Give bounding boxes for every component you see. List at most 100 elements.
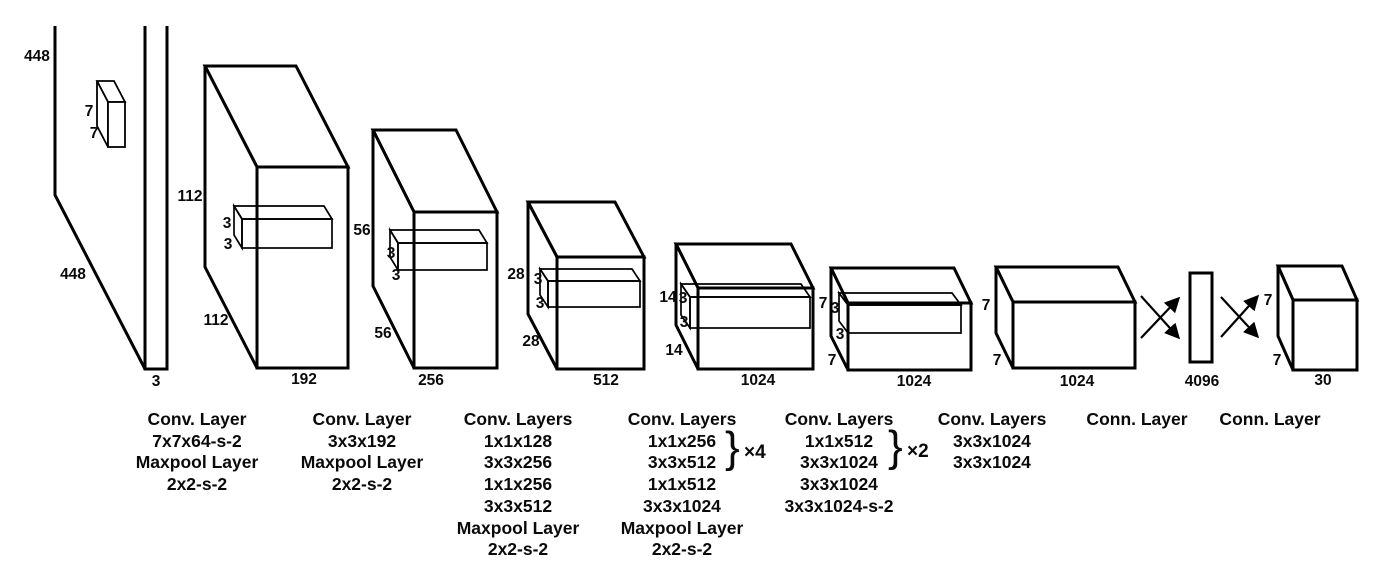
input-kernel-front-face xyxy=(107,101,126,148)
caption-line: 3x3x1024 xyxy=(800,474,878,495)
block3-height-label: 28 xyxy=(507,266,525,283)
caption-line: Maxpool Layer xyxy=(456,517,580,538)
output-tensor: 7 7 30 xyxy=(1264,264,1360,389)
block4-top-face xyxy=(673,242,816,290)
input-depth-label: 3 xyxy=(152,373,161,390)
block1-kernel-w-label: 3 xyxy=(224,236,233,253)
fc-vector-label: 4096 xyxy=(1185,373,1220,390)
block5-front-face xyxy=(846,301,973,372)
block2-height-label: 56 xyxy=(353,222,371,239)
caption-line: 3x3x256 xyxy=(483,452,553,473)
caption-line: 2x2-s-2 xyxy=(331,474,393,495)
block2-front-face xyxy=(412,210,499,370)
caption-line: Conn. Layer xyxy=(1086,409,1188,429)
block3-front-face xyxy=(555,255,646,371)
output-depth-label: 30 xyxy=(1314,372,1331,389)
block3-width-label: 28 xyxy=(522,333,540,350)
block4-kernel-w-label: 3 xyxy=(680,314,689,331)
caption-line: 3x3x1024 xyxy=(953,452,1031,473)
caption-line: Conv. Layers xyxy=(463,409,573,429)
caption-conv-layers-4: Conv. Layers 1x1x256 3x3x512 1x1x512 3x3… xyxy=(621,409,744,561)
block4-kernel-front-face xyxy=(689,296,811,329)
caption-line: Maxpool Layer xyxy=(135,452,259,473)
caption-conv-layers-5: Conv. Layers 1x1x512 3x3x1024 3x3x1024 3… xyxy=(785,409,894,518)
block5-kernel-front-face xyxy=(847,304,962,334)
image-plane-depth-stripe xyxy=(143,26,169,371)
repeat-brace-x2: } xyxy=(888,422,903,471)
block1-height-label: 112 xyxy=(177,188,202,205)
caption-conv-layer-2: Conv. Layer 3x3x192 Maxpool Layer 2x2-s-… xyxy=(301,409,424,496)
block1-front-face xyxy=(255,165,350,370)
input-kernel-h-label: 7 xyxy=(85,103,94,120)
block3-kernel-front-face xyxy=(547,280,641,308)
caption-line: Conv. Layers xyxy=(627,409,737,429)
caption-conn-layer-2: Conn. Layer xyxy=(1219,409,1320,431)
caption-conn-layer-1: Conn. Layer xyxy=(1086,409,1187,431)
block4-width-label: 14 xyxy=(665,342,683,359)
block1-kernel-front-face xyxy=(241,218,333,249)
output-width-label: 7 xyxy=(1273,352,1282,369)
fc-arrows-2 xyxy=(1220,294,1260,339)
caption-line: 3x3x1024-s-2 xyxy=(784,495,894,516)
caption-line: 3x3x1024 xyxy=(800,452,878,473)
block5-top-face xyxy=(828,266,974,305)
block3-kernel-w-label: 3 xyxy=(536,295,545,312)
caption-line: Conv. Layer xyxy=(312,409,412,429)
fc-vector: 4096 xyxy=(1185,271,1220,390)
caption-conv-layers-3: Conv. Layers 1x1x128 3x3x256 1x1x256 3x3… xyxy=(457,409,580,561)
repeat-brace-x4: } xyxy=(725,423,740,472)
caption-line: 1x1x512 xyxy=(647,474,717,495)
caption-conv-layer-1: Conv. Layer 7x7x64-s-2 Maxpool Layer 2x2… xyxy=(136,409,259,496)
caption-line: 3x3x512 xyxy=(483,495,553,516)
block6-front-face xyxy=(1011,300,1137,370)
caption-line: Conv. Layer xyxy=(147,409,247,429)
block2-kernel-front-face xyxy=(397,242,488,271)
block4-channels-label: 1024 xyxy=(741,372,776,389)
block5-width-label: 7 xyxy=(828,352,837,369)
block3-kernel-h-label: 3 xyxy=(534,271,543,288)
input-kernel-w-label: 7 xyxy=(90,125,99,142)
input-image-plane: 448 448 3 7 7 xyxy=(24,26,169,390)
block3-channels-label: 512 xyxy=(593,372,619,389)
caption-line: 3x3x1024 xyxy=(953,430,1031,451)
caption-line: 2x2-s-2 xyxy=(487,539,549,560)
caption-line: 1x1x256 xyxy=(483,474,553,495)
repeat-multiplier-x2: ×2 xyxy=(907,441,929,462)
caption-line: 3x3x1024 xyxy=(643,495,721,516)
repeat-multiplier-x4: ×4 xyxy=(744,442,766,463)
output-front-face xyxy=(1291,298,1359,372)
block6-height-label: 7 xyxy=(982,297,991,314)
caption-line: Conv. Layers xyxy=(784,409,894,429)
caption-line: 2x2-s-2 xyxy=(651,539,713,560)
caption-line: 3x3x192 xyxy=(327,430,397,451)
conv-block-5: 7 7 1024 3 3 xyxy=(819,266,974,390)
conv-block-1: 112 112 192 3 3 xyxy=(177,64,351,388)
block5-kernel-w-label: 3 xyxy=(836,326,845,343)
caption-line: 1x1x128 xyxy=(483,430,553,451)
block5-kernel-h-label: 3 xyxy=(831,300,840,317)
block1-width-label: 112 xyxy=(203,312,228,329)
conv-block-6: 7 7 1024 xyxy=(982,265,1138,390)
block4-kernel-h-label: 3 xyxy=(679,290,688,307)
caption-conv-layers-6: Conv. Layers 3x3x1024 3x3x1024 xyxy=(938,409,1047,474)
input-height-label: 448 xyxy=(24,48,50,65)
caption-line: 2x2-s-2 xyxy=(166,474,228,495)
fc1-arrow-down xyxy=(1140,295,1181,340)
conv-block-2: 56 56 256 3 3 xyxy=(353,128,500,389)
block6-channels-label: 1024 xyxy=(1060,373,1095,390)
block2-width-label: 56 xyxy=(374,325,392,342)
caption-line: Maxpool Layer xyxy=(620,517,744,538)
fc2-arrow-up xyxy=(1220,294,1260,338)
block4-height-label: 14 xyxy=(659,289,677,306)
caption-line: 7x7x64-s-2 xyxy=(152,430,242,451)
image-plane-edge xyxy=(53,26,147,370)
caption-line: Conv. Layers xyxy=(937,409,1047,429)
fc-vector-rect xyxy=(1188,271,1214,364)
block6-width-label: 7 xyxy=(993,352,1002,369)
block2-kernel-h-label: 3 xyxy=(387,245,396,262)
caption-line: Maxpool Layer xyxy=(300,452,424,473)
block2-channels-label: 256 xyxy=(418,372,444,389)
input-width-label: 448 xyxy=(60,266,86,283)
